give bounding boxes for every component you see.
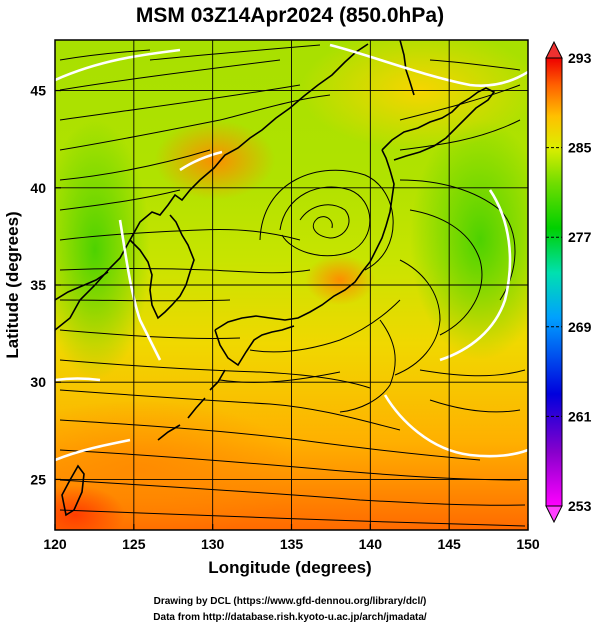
- x-tick-label: 125: [122, 536, 146, 552]
- streamline: [259, 169, 394, 271]
- streamline: [59, 49, 151, 61]
- colorbar: 293 285 277 269 261 253: [545, 40, 592, 524]
- coastline-japan-south: [214, 325, 295, 367]
- coastline-shandong: [55, 271, 109, 301]
- credit-data: Data from http://database.rish.kyoto-u.a…: [153, 612, 427, 623]
- cool-region-east: [410, 120, 528, 360]
- streamline: [299, 204, 350, 239]
- coastline-japan-main: [214, 149, 395, 331]
- y-tick-label: 30: [30, 374, 46, 390]
- streamline: [419, 369, 526, 377]
- isotherm-contours: [55, 43, 528, 462]
- x-tick-label: 145: [437, 536, 461, 552]
- streamline: [59, 449, 521, 481]
- isotherm-southeast: [383, 394, 528, 458]
- warm-region-north: [300, 40, 528, 150]
- streamline: [59, 389, 401, 431]
- y-axis-ticks: 25 30 35 40 45: [30, 83, 61, 487]
- isotherm-north: [55, 43, 528, 87]
- x-tick-label: 130: [201, 536, 225, 552]
- hot-spot-southwest: [55, 485, 125, 530]
- streamline: [219, 371, 341, 383]
- coastline-sakhalin: [399, 40, 415, 96]
- warm-spot-central-japan: [305, 255, 375, 305]
- y-tick-label: 25: [30, 471, 46, 487]
- colorbar-ticks: 293 285 277 269 261 253: [546, 50, 592, 514]
- colorbar-tick-label: 253: [568, 498, 592, 514]
- streamline: [59, 94, 331, 151]
- credit-drawing: Drawing by DCL (https://www.gfd-dennou.o…: [154, 596, 427, 607]
- streamline: [429, 399, 521, 413]
- x-tick-label: 135: [280, 536, 304, 552]
- colorbar-tick-label: 269: [568, 319, 592, 335]
- colorbar-tick-label: 277: [568, 229, 592, 245]
- plot-area: [55, 40, 528, 530]
- x-tick-label: 120: [43, 536, 67, 552]
- streamline: [59, 59, 281, 91]
- isotherm-west: [118, 219, 162, 361]
- x-axis-ticks: 120 125 130 135 140 145 150: [43, 524, 540, 552]
- coastline-taiwan: [61, 464, 85, 517]
- streamline: [59, 329, 241, 339]
- warm-tongue-manchuria: [155, 120, 275, 200]
- x-tick-label: 150: [516, 536, 540, 552]
- wind-streamlines: [59, 44, 526, 527]
- streamline: [59, 479, 526, 506]
- streamline: [409, 209, 483, 336]
- streamline: [399, 119, 521, 151]
- colorbar-tick-label: 261: [568, 408, 592, 424]
- streamline: [149, 44, 321, 61]
- streamline: [339, 319, 396, 413]
- coastline-korea: [129, 214, 195, 320]
- streamline: [399, 84, 521, 121]
- y-tick-label: 35: [30, 277, 46, 293]
- y-axis-label: Latitude (degrees): [3, 211, 22, 358]
- isotherm-east: [439, 189, 512, 362]
- streamline: [59, 228, 301, 241]
- cool-region-west: [55, 120, 150, 380]
- streamline: [59, 359, 371, 389]
- colorbar-tick-label: 285: [568, 140, 592, 156]
- colorbar-bottom-arrow: [545, 505, 563, 524]
- x-tick-label: 140: [359, 536, 383, 552]
- y-tick-label: 40: [30, 180, 46, 196]
- chart-title: MSM 03Z14Apr2024 (850.0hPa): [136, 4, 444, 27]
- isotherm-warm-tongue: [179, 150, 223, 172]
- streamline: [249, 299, 401, 353]
- colorbar-top-arrow: [545, 40, 563, 59]
- streamline: [279, 186, 371, 257]
- colorbar-tick-label: 293: [568, 50, 592, 66]
- coastline-hokkaido: [381, 87, 496, 161]
- streamline: [59, 189, 181, 211]
- streamline: [59, 268, 311, 274]
- y-tick-label: 45: [30, 83, 46, 99]
- x-axis-label: Longitude (degrees): [208, 558, 371, 577]
- colorbar-gradient: [545, 57, 563, 507]
- streamline: [59, 149, 211, 181]
- gridlines: [55, 40, 528, 530]
- isotherm-sw: [55, 377, 101, 382]
- streamline: [59, 419, 481, 461]
- warm-region-south: [55, 400, 300, 530]
- streamline: [59, 509, 526, 527]
- streamline: [59, 299, 231, 302]
- isotherm-south: [55, 438, 131, 462]
- streamline: [394, 259, 441, 376]
- streamline: [429, 59, 521, 71]
